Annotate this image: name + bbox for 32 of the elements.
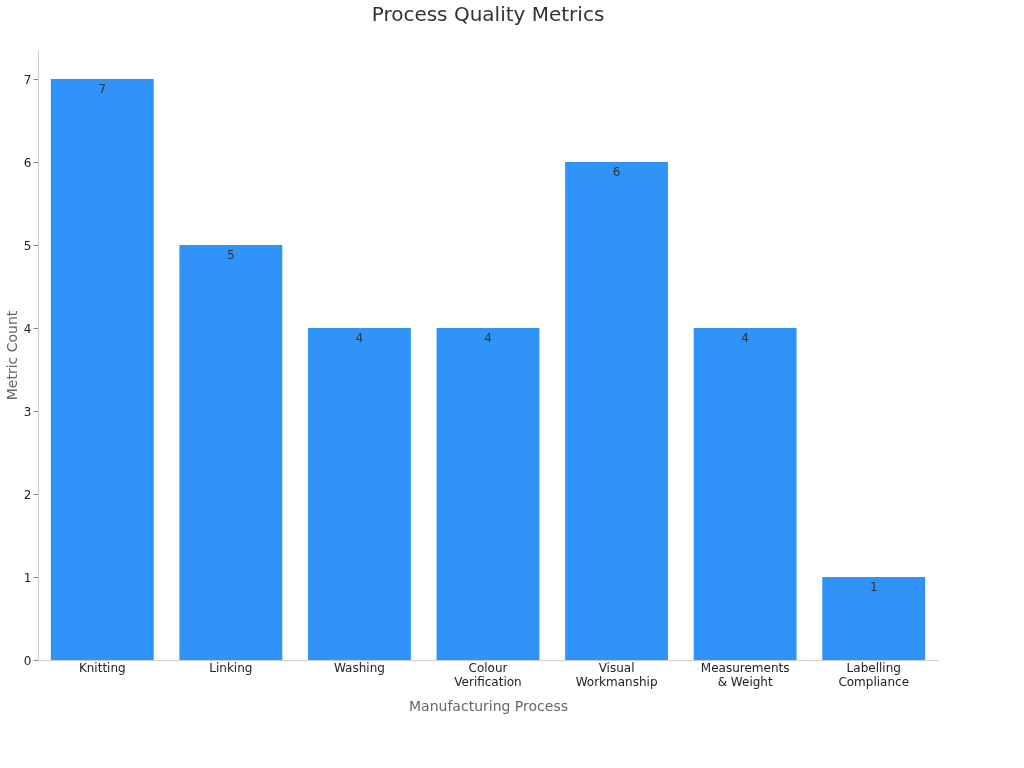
bar: [693, 328, 797, 660]
y-tick-label: 1: [23, 570, 32, 585]
x-tick-label: Measurements & Weight: [700, 660, 790, 689]
y-tick-label: 3: [23, 404, 32, 419]
x-tick-label: Linking: [209, 660, 253, 675]
data-label: 1: [869, 580, 878, 595]
bar: [565, 162, 668, 660]
y-tick-label: 5: [23, 238, 32, 253]
y-axis-title: Metric Count: [3, 310, 20, 401]
x-tick-label: Visual Workmanship: [575, 660, 658, 689]
y-tick-label: 2: [23, 487, 32, 502]
bar: [179, 245, 283, 660]
bar: [436, 328, 540, 660]
x-tick-label: Washing: [333, 660, 385, 675]
data-label: 4: [741, 331, 749, 346]
data-label: 4: [355, 331, 364, 346]
x-tick-label: Labelling Compliance: [838, 660, 910, 689]
bar: [822, 577, 926, 660]
y-tick-label: 7: [23, 72, 32, 87]
chart-title: Process Quality Metrics: [371, 2, 605, 26]
bar: [308, 328, 411, 660]
x-tick-label: Colour Verification: [454, 660, 522, 689]
y-tick-label: 4: [23, 321, 32, 336]
x-axis-title: Manufacturing Process: [409, 697, 568, 714]
y-tick-label: 0: [23, 653, 32, 668]
x-tick-label: Knitting: [78, 660, 126, 675]
data-label: 6: [612, 165, 621, 180]
data-label: 4: [484, 331, 492, 346]
data-label: 5: [227, 248, 235, 263]
y-tick-label: 6: [23, 155, 32, 170]
bar: [50, 79, 154, 660]
data-label: 7: [98, 82, 107, 97]
